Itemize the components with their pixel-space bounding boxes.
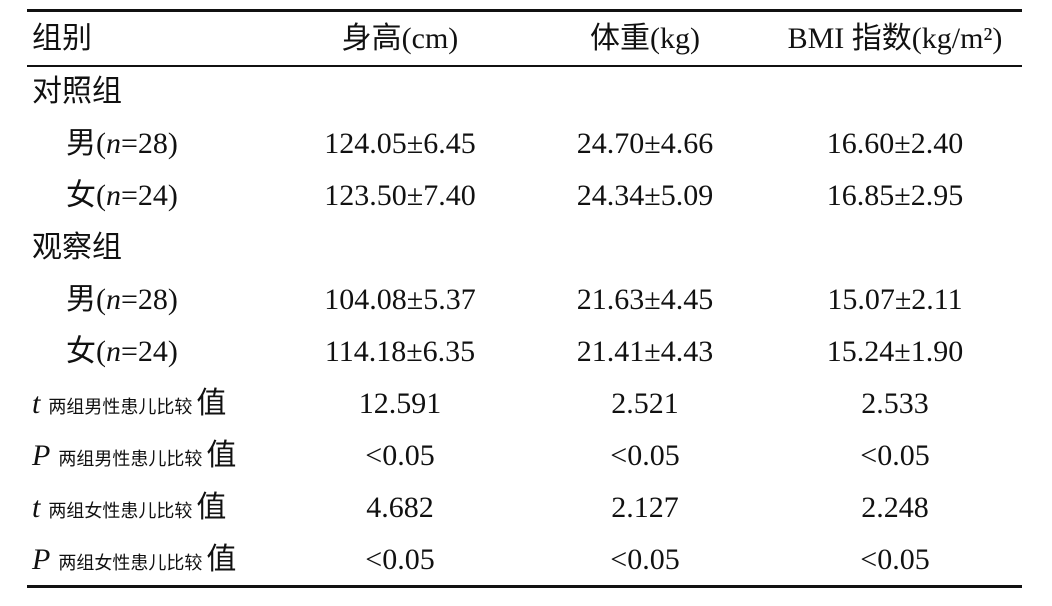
stat-subscript: 两组男性患儿比较 [58,449,203,469]
value-cell: 2.533 [861,387,929,420]
label-italic: n [106,179,121,212]
table-row: 观察组 [0,222,1052,274]
value-cell: 124.05±6.45 [324,127,476,160]
table-row: t 两组男性患儿比较值 12.591 2.521 2.533 [0,378,1052,430]
value-cell: <0.05 [610,439,680,472]
table-row: 对照组 [0,66,1052,118]
header-rule [27,65,1022,67]
value-cell: <0.05 [610,543,680,576]
group-label: 对照组 [32,75,122,108]
stat-subscript: 两组女性患儿比较 [58,553,203,573]
stat-symbol: t [32,387,41,420]
label-italic: n [106,283,121,316]
label-text: 女( [66,335,106,368]
label-text: 男( [66,127,106,160]
value-cell: <0.05 [860,439,930,472]
value-cell: 21.41±4.43 [576,335,714,368]
value-cell: 123.50±7.40 [324,179,476,212]
value-cell: 16.60±2.40 [826,127,964,160]
label-text: 值 [196,387,227,420]
value-cell: 2.521 [611,387,679,420]
table-row: 男(n=28) 124.05±6.45 24.70±4.66 16.60±2.40 [0,118,1052,170]
value-cell: 24.70±4.66 [576,127,714,160]
label-italic: n [106,335,121,368]
value-cell: 15.07±2.11 [827,283,963,316]
header-row: 组别 身高(cm) 体重(kg) BMI 指数(kg/m²) [0,12,1052,65]
label-text: 值 [206,439,237,472]
value-cell: 16.85±2.95 [826,179,964,212]
header-cell: 体重(kg) [590,22,700,55]
stat-symbol: P [32,439,51,472]
table-row: 女(n=24) 123.50±7.40 24.34±5.09 16.85±2.95 [0,170,1052,222]
stat-symbol: P [32,543,51,576]
stat-subscript: 两组女性患儿比较 [48,501,193,521]
value-cell: 4.682 [366,491,434,524]
value-cell: 2.248 [861,491,929,524]
value-cell: 104.08±5.37 [324,283,476,316]
label-text: 女( [66,179,106,212]
label-text: 值 [206,543,237,576]
top-rule [27,9,1022,12]
header-cell: 组别 [32,22,92,55]
label-text: 值 [196,491,227,524]
stat-symbol: t [32,491,41,524]
value-cell: 114.18±6.35 [324,335,476,368]
value-cell: 24.34±5.09 [576,179,714,212]
label-text: =28) [121,283,178,316]
label-text: =24) [121,335,178,368]
group-label: 观察组 [32,231,122,264]
table-row: P 两组女性患儿比较值 <0.05 <0.05 <0.05 [0,534,1052,586]
value-cell: <0.05 [365,439,435,472]
label-text: 男( [66,283,106,316]
stat-subscript: 两组男性患儿比较 [48,397,193,417]
row-label: 女(n=24) [66,326,178,378]
label-text: =28) [121,127,178,160]
row-label: P 两组女性患儿比较值 [32,534,236,589]
label-italic: n [106,127,121,160]
header-cell: 身高(cm) [341,22,459,55]
label-text: =24) [121,179,178,212]
row-label: 女(n=24) [66,170,178,222]
value-cell: <0.05 [365,543,435,576]
value-cell: 15.24±1.90 [826,335,964,368]
row-label: t 两组女性患儿比较值 [32,482,226,537]
row-label: 男(n=28) [66,274,178,326]
row-label: t 两组男性患儿比较值 [32,378,226,433]
value-cell: <0.05 [860,543,930,576]
row-label: 男(n=28) [66,118,178,170]
bottom-rule [27,585,1022,588]
table-row: 女(n=24) 114.18±6.35 21.41±4.43 15.24±1.90 [0,326,1052,378]
value-cell: 21.63±4.45 [576,283,714,316]
header-cell: BMI 指数(kg/m²) [787,22,1003,55]
value-cell: 12.591 [358,387,442,420]
table-row: 男(n=28) 104.08±5.37 21.63±4.45 15.07±2.11 [0,274,1052,326]
row-label: P 两组男性患儿比较值 [32,430,236,485]
value-cell: 2.127 [611,491,679,524]
table-row: t 两组女性患儿比较值 4.682 2.127 2.248 [0,482,1052,534]
table-row: P 两组男性患儿比较值 <0.05 <0.05 <0.05 [0,430,1052,482]
